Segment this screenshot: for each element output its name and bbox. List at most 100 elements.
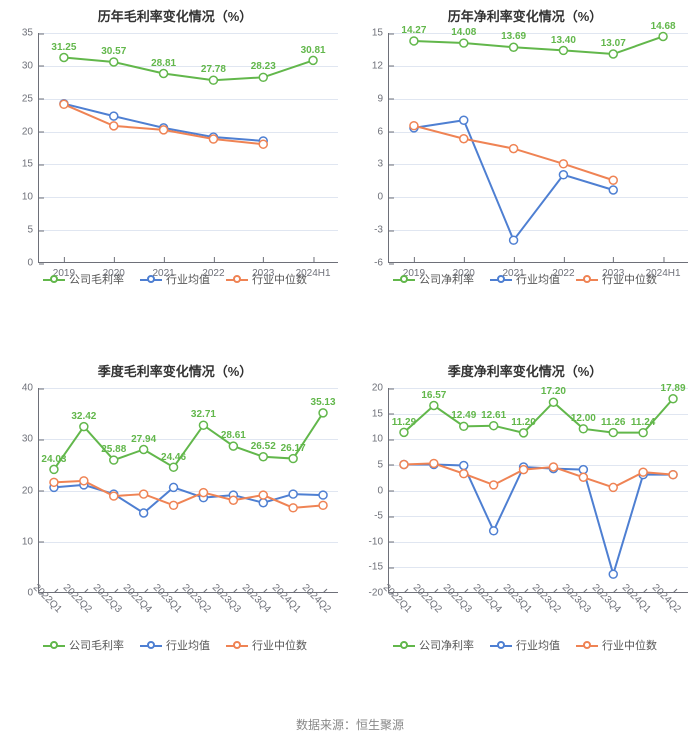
y-tick: -10 [369, 536, 389, 547]
grid-line [389, 164, 688, 165]
marker-median [609, 176, 617, 184]
value-label: 14.08 [451, 27, 476, 38]
x-tick: 2022 [552, 262, 574, 279]
marker-company [490, 422, 498, 430]
series-line-median [54, 481, 323, 508]
marker-company [639, 429, 647, 437]
series-svg [389, 33, 688, 262]
marker-company [609, 429, 617, 437]
marker-mean [80, 481, 88, 489]
x-tick: 2023 [252, 262, 274, 279]
value-label: 26.52 [251, 441, 276, 452]
legend-marker-icon [576, 274, 598, 284]
chart-bl: 季度毛利率变化情况（%）0102030402022Q12022Q22022Q32… [0, 355, 350, 710]
marker-median [410, 122, 418, 130]
y-tick: 0 [377, 192, 389, 203]
value-label: 28.23 [251, 61, 276, 72]
marker-median [579, 473, 587, 481]
chart-title: 历年毛利率变化情况（%） [0, 0, 350, 25]
value-label: 11.20 [511, 417, 535, 428]
legend-marker-icon [226, 640, 248, 650]
grid-line [39, 33, 338, 34]
marker-company [170, 463, 178, 471]
legend-item-median[interactable]: 行业中位数 [576, 637, 657, 653]
value-label: 25.88 [101, 444, 126, 455]
marker-median [259, 491, 267, 499]
legend-item-mean[interactable]: 行业均值 [140, 271, 210, 287]
chart-grid: 历年毛利率变化情况（%）0510152025303520192020202120… [0, 0, 700, 710]
marker-company [319, 409, 327, 417]
y-tick: 6 [377, 126, 389, 137]
marker-company [609, 50, 617, 58]
y-tick: 20 [22, 485, 39, 496]
value-label: 12.00 [571, 413, 596, 424]
grid-line [389, 491, 688, 492]
x-tick: 2020 [103, 262, 125, 279]
value-label: 24.03 [41, 454, 66, 465]
y-tick: 3 [377, 159, 389, 170]
legend-marker-icon [43, 274, 65, 284]
y-tick: 20 [372, 383, 389, 394]
grid-line [389, 465, 688, 466]
marker-mean [259, 137, 267, 145]
value-label: 11.29 [392, 417, 416, 428]
grid-line [39, 542, 338, 543]
marker-company [140, 446, 148, 454]
marker-median [289, 504, 297, 512]
marker-company [410, 37, 418, 45]
legend-marker-icon [490, 640, 512, 650]
legend-item-company[interactable]: 公司净利率 [393, 637, 474, 653]
marker-company [669, 395, 677, 403]
y-tick: 10 [22, 192, 39, 203]
marker-company [199, 421, 207, 429]
series-svg [39, 33, 338, 262]
value-label: 13.69 [501, 31, 526, 42]
marker-median [170, 501, 178, 509]
grid-line [39, 99, 338, 100]
marker-company [460, 422, 468, 430]
grid-line [39, 230, 338, 231]
y-tick: -15 [369, 562, 389, 573]
value-label: 16.57 [421, 390, 446, 401]
marker-company [259, 453, 267, 461]
value-label: 14.27 [401, 25, 426, 36]
marker-median [460, 135, 468, 143]
x-tick: 2022 [202, 262, 224, 279]
grid-line [389, 516, 688, 517]
legend-marker-icon [226, 274, 248, 284]
y-tick: 10 [22, 536, 39, 547]
marker-median [60, 100, 68, 108]
grid-line [389, 99, 688, 100]
legend-item-mean[interactable]: 行业均值 [490, 637, 560, 653]
legend-item-mean[interactable]: 行业均值 [140, 637, 210, 653]
grid-line [39, 164, 338, 165]
grid-line [389, 439, 688, 440]
marker-company [229, 442, 237, 450]
grid-line [389, 542, 688, 543]
marker-company [160, 70, 168, 78]
x-tick: 2023 [602, 262, 624, 279]
marker-mean [319, 491, 327, 499]
marker-company [110, 456, 118, 464]
legend-item-mean[interactable]: 行业均值 [490, 271, 560, 287]
marker-company [50, 465, 58, 473]
marker-mean [490, 527, 498, 535]
y-tick: 5 [27, 225, 39, 236]
marker-company [579, 425, 587, 433]
y-tick: 10 [372, 434, 389, 445]
value-label: 12.49 [451, 410, 476, 421]
marker-median [110, 122, 118, 130]
marker-mean [639, 471, 647, 479]
legend-marker-icon [576, 640, 598, 650]
marker-median [80, 477, 88, 485]
legend-label: 行业均值 [516, 637, 560, 653]
legend-item-median[interactable]: 行业中位数 [226, 637, 307, 653]
value-label: 17.89 [661, 383, 686, 394]
y-tick: 20 [22, 126, 39, 137]
series-line-median [404, 463, 673, 487]
grid-line [389, 66, 688, 67]
marker-mean [579, 466, 587, 474]
chart-tl: 历年毛利率变化情况（%）0510152025303520192020202120… [0, 0, 350, 355]
value-label: 27.78 [201, 64, 226, 75]
legend-item-company[interactable]: 公司毛利率 [43, 637, 124, 653]
